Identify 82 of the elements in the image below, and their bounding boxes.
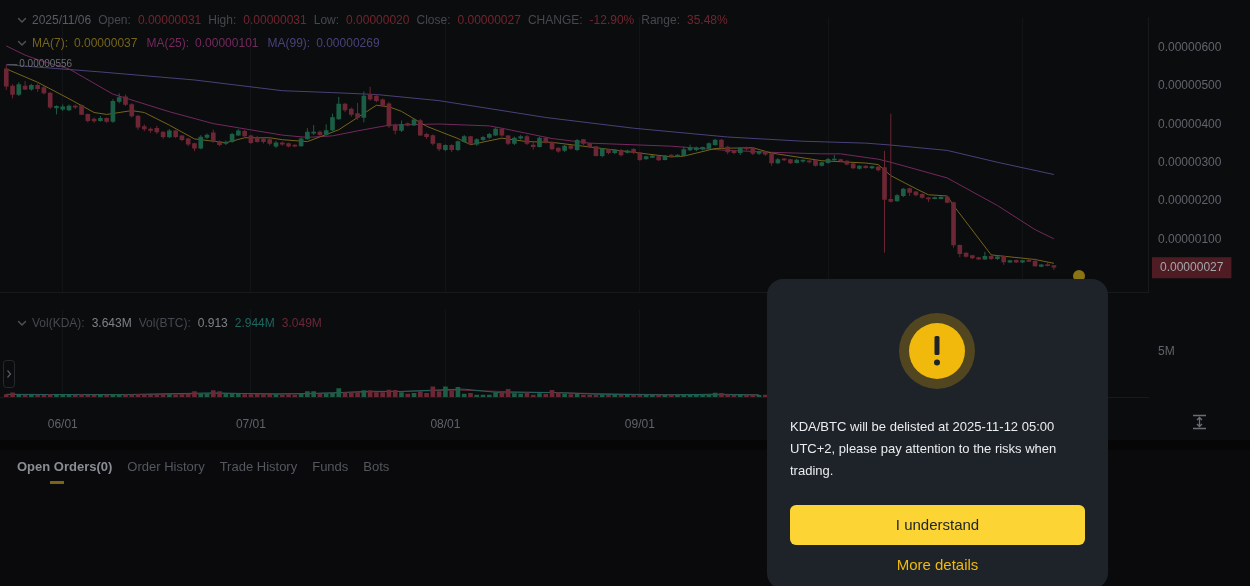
bar [361, 390, 367, 397]
bar [737, 394, 743, 397]
annotation: CHANGE: [527, 13, 583, 27]
y-tick-label: 0.00000200 [1158, 193, 1222, 208]
bar [537, 393, 542, 397]
bar [236, 393, 241, 397]
bar [612, 394, 618, 397]
bar [599, 394, 605, 397]
bar [631, 394, 636, 397]
candlestick [3, 64, 9, 91]
annotation: 0.00000031 [137, 13, 202, 27]
text: Trade History [219, 459, 298, 474]
bar [242, 394, 247, 397]
text: Bots [363, 459, 390, 474]
bar [35, 394, 40, 397]
y-tick-label: 0.00000600 [1158, 40, 1222, 55]
bar [668, 394, 674, 397]
x-tick-label: 08/01 [430, 416, 461, 431]
annotation: 0.00000027 [457, 13, 521, 27]
bar [342, 392, 348, 397]
text: Vol(BTC): [138, 316, 191, 330]
bar [706, 394, 712, 397]
bar [399, 392, 404, 397]
bar [624, 394, 630, 397]
bar [392, 390, 398, 397]
annotation: Close: [416, 13, 451, 27]
text: MA(99): [267, 36, 311, 50]
bar [405, 393, 411, 397]
y-tick-label: 0.00000400 [1158, 116, 1222, 131]
annotation: 0.00000020 [346, 13, 410, 27]
bar [562, 393, 567, 397]
bar [167, 394, 172, 397]
text: 3.049M [281, 316, 322, 330]
button: I understand [790, 505, 1085, 545]
text: 5M [1158, 344, 1175, 358]
annotation: Low: [313, 13, 340, 27]
annotation: -12.90% [589, 13, 635, 27]
bar [650, 394, 655, 397]
text: MA(7): [32, 36, 68, 50]
text: Funds [312, 459, 349, 474]
bar [443, 386, 448, 397]
annotation: Open: [98, 13, 131, 27]
bar [198, 393, 204, 397]
annotation: 35.48% [686, 13, 728, 27]
text: KDA/BTC will be delisted at 2025-11-12 05:00 UTC+2, please pay attention to the risks when trading. [790, 418, 1058, 480]
bar [530, 394, 536, 397]
y-tick-label: 0.00000500 [1158, 78, 1222, 93]
bar [461, 393, 467, 397]
annotation: 0.00000031 [243, 13, 307, 27]
bar [47, 394, 53, 397]
annotation: 0.00000269 [316, 36, 380, 50]
y-tick-label: 0.00000100 [1158, 231, 1222, 246]
text: 2.944M [234, 316, 275, 330]
annotation: 2025/11/06 [32, 13, 92, 27]
bar [248, 394, 254, 397]
bar [543, 393, 549, 397]
bar [29, 394, 34, 397]
bar [116, 394, 122, 397]
x-tick-label: 07/01 [235, 416, 267, 431]
text: MA(25): [146, 36, 190, 50]
y-tick-label: 0.00000300 [1158, 154, 1222, 169]
text: 3.643M [91, 316, 132, 330]
bar [16, 394, 22, 397]
annotation: 0.00000037 [74, 36, 138, 50]
text: Vol(KDA): [32, 316, 85, 330]
x-tick-label: 09/01 [624, 416, 656, 431]
text: More details [896, 555, 979, 575]
annotation: 0.00000101 [195, 36, 259, 50]
bar [555, 392, 561, 397]
bar [468, 392, 473, 397]
text: 0.913 [197, 316, 228, 330]
text: 0.00000027 [1160, 260, 1224, 275]
annotation: Range: [641, 13, 680, 27]
text: Order History [127, 459, 205, 474]
bar [104, 394, 109, 397]
bar [656, 394, 662, 397]
bar [98, 394, 103, 397]
bar [474, 394, 480, 397]
x-tick-label: 06/01 [47, 416, 79, 431]
bar [273, 394, 279, 397]
annotation: High: [208, 13, 237, 27]
text: Open Orders(0) [17, 459, 113, 474]
